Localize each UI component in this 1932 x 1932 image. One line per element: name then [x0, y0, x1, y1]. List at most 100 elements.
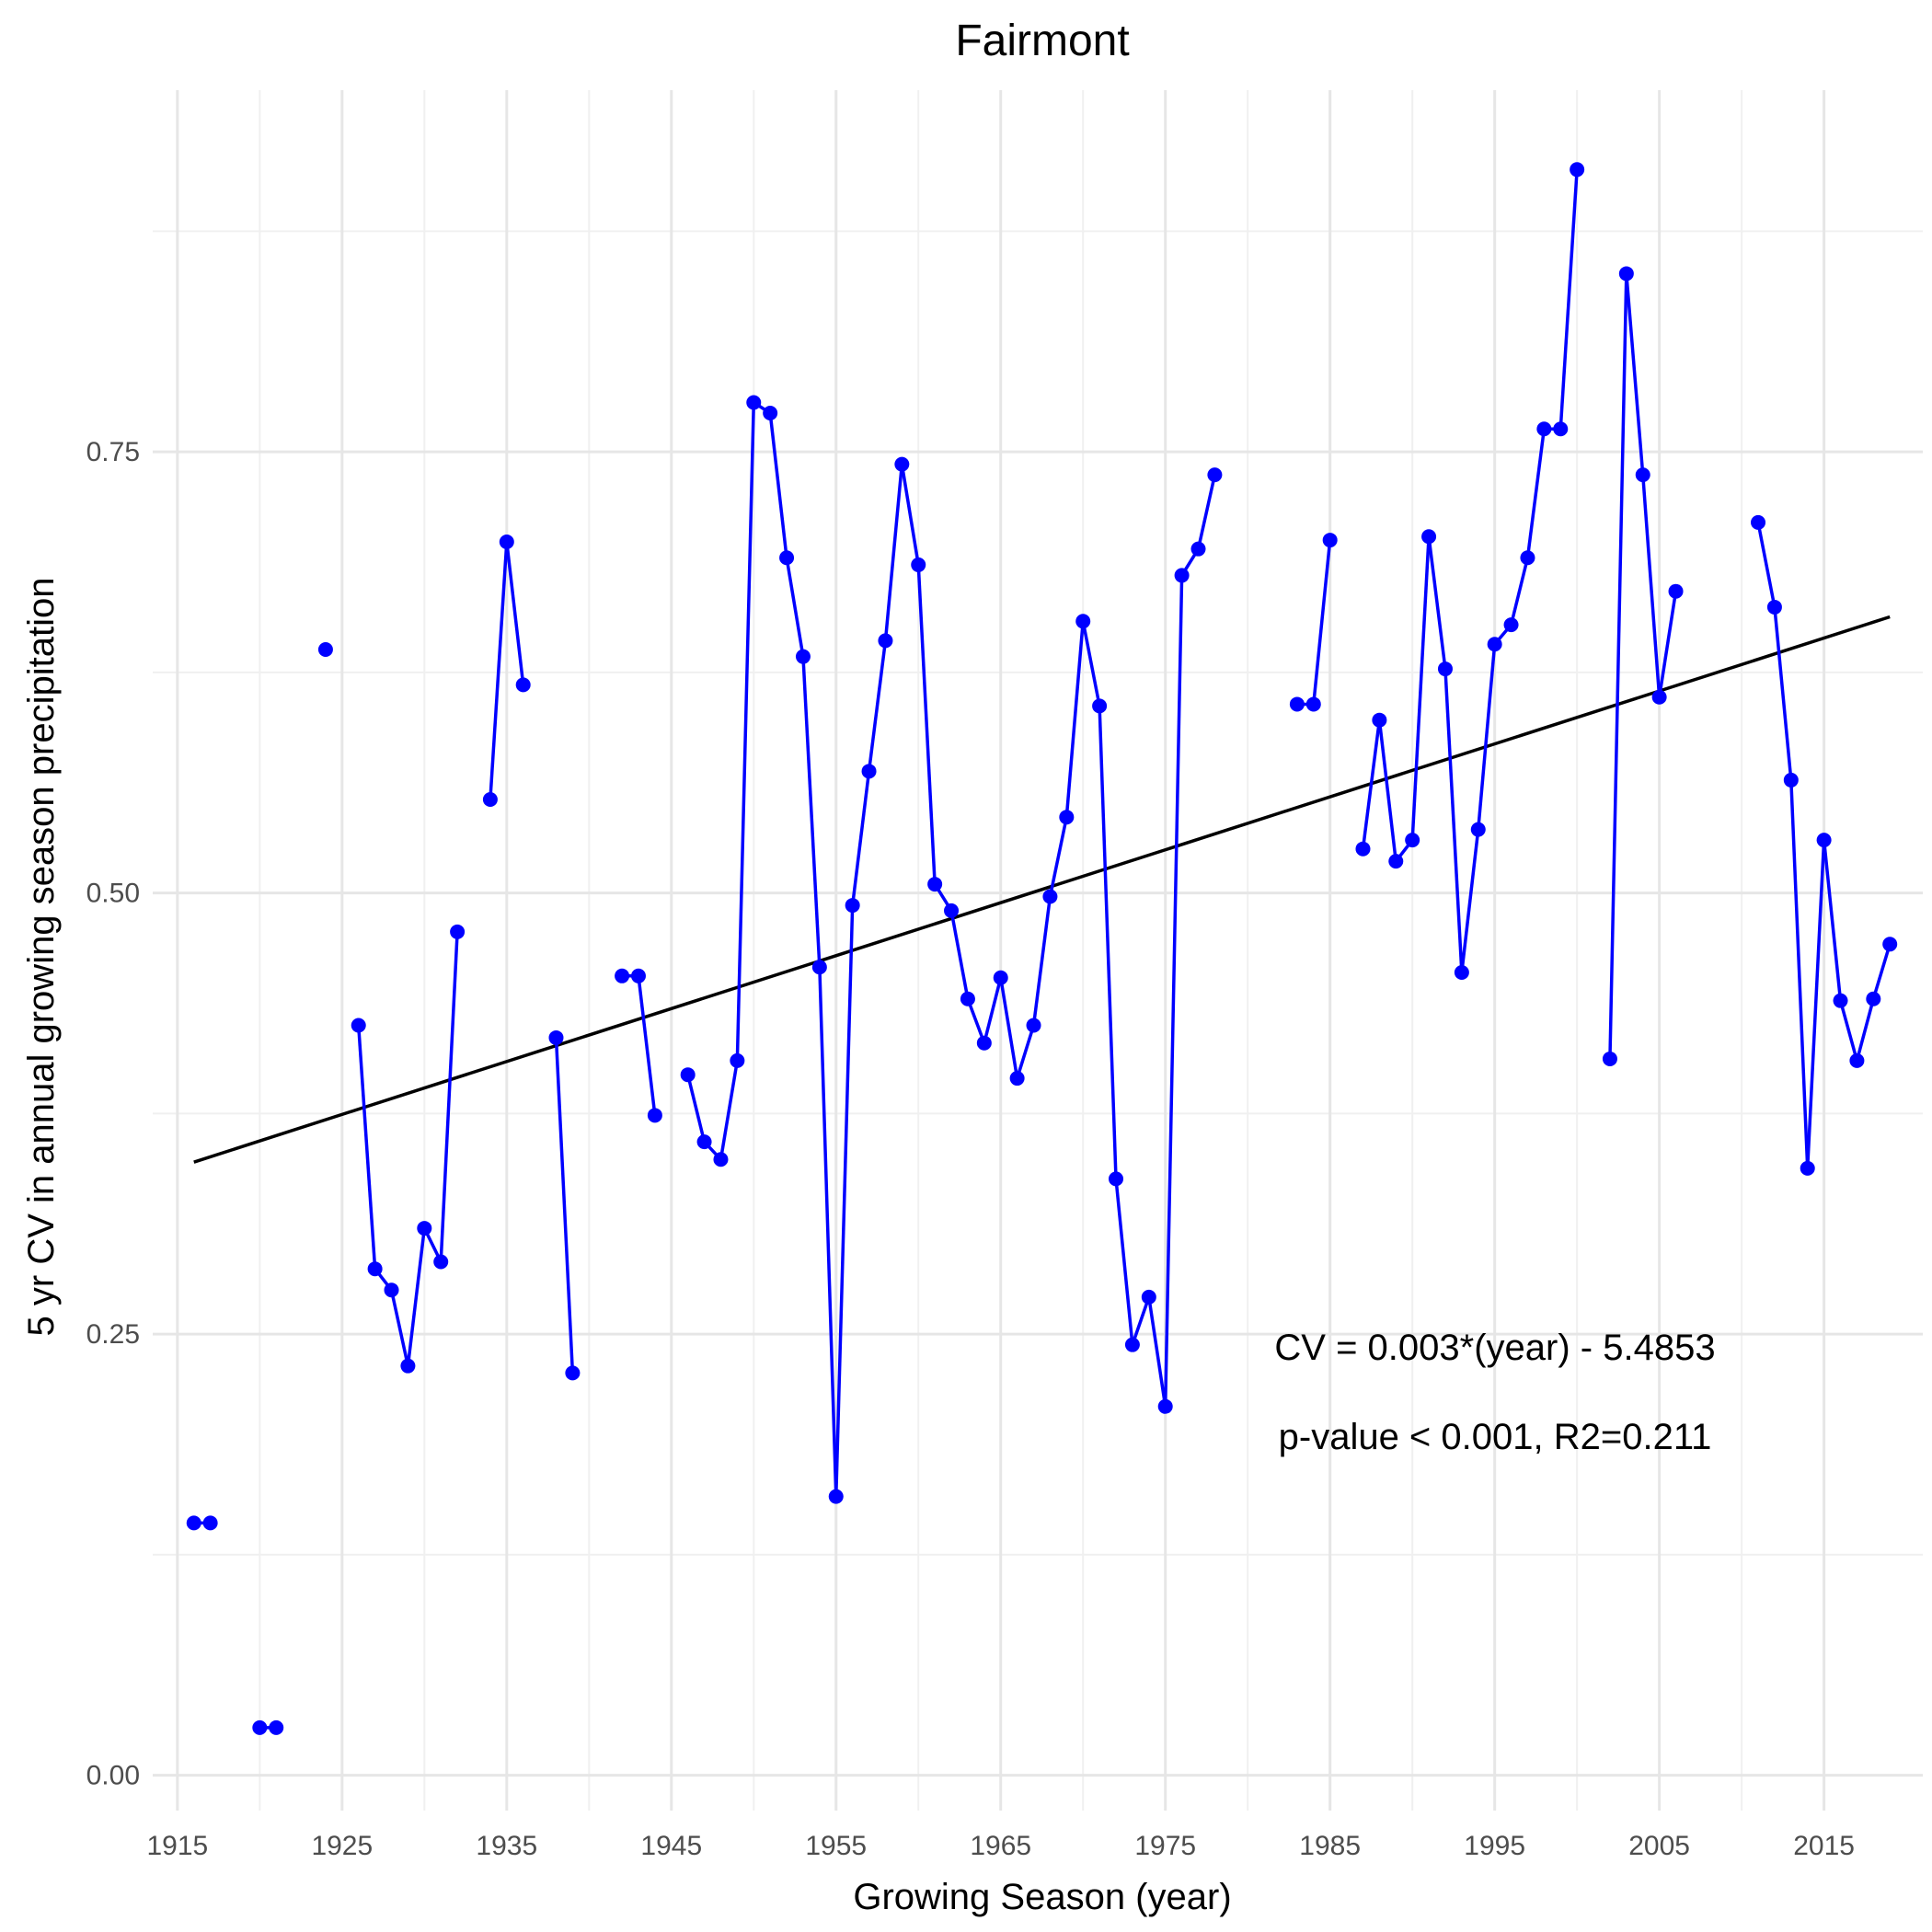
data-point — [417, 1221, 432, 1236]
series-line-segment — [983, 977, 1003, 1044]
data-point — [878, 633, 893, 649]
series-line-segment — [1147, 1296, 1167, 1408]
data-point — [499, 534, 514, 549]
data-point — [1305, 696, 1321, 712]
series-line-segment — [719, 1060, 740, 1160]
series-line-segment — [1789, 779, 1810, 1168]
series-line-segment — [1822, 839, 1843, 1001]
data-point — [828, 1489, 844, 1504]
series-line-segment — [1838, 1000, 1859, 1062]
series-line-segment — [1525, 429, 1547, 558]
data-point — [1470, 822, 1486, 837]
data-point — [1635, 467, 1650, 483]
x-tick-label: 1915 — [146, 1831, 208, 1861]
data-point — [400, 1358, 416, 1374]
data-point — [482, 792, 498, 808]
y-tick-label: 0.00 — [86, 1761, 140, 1791]
data-point — [1322, 533, 1338, 548]
series-line-segment — [1871, 943, 1892, 1000]
x-tick-label: 1995 — [1464, 1831, 1525, 1861]
data-point — [680, 1067, 696, 1083]
data-point — [1503, 617, 1519, 633]
data-point — [647, 1108, 662, 1123]
data-point — [1388, 854, 1404, 869]
grid — [153, 90, 1923, 1811]
data-point — [1207, 467, 1223, 483]
data-point — [1882, 937, 1898, 952]
series-line-segment — [916, 564, 937, 885]
data-point — [763, 405, 778, 420]
data-point — [1437, 661, 1453, 677]
series-line-segment — [1064, 621, 1085, 818]
series-line-segment — [1114, 1179, 1134, 1345]
series-line-segment — [1608, 273, 1628, 1059]
data-point — [1602, 1051, 1617, 1066]
series-line-segment — [966, 998, 986, 1044]
series-line-segment — [1460, 829, 1480, 973]
series-line-segment — [554, 1037, 575, 1374]
data-point — [960, 991, 975, 1006]
x-tick-label: 1955 — [805, 1831, 867, 1861]
x-axis-title: Growing Season (year) — [853, 1877, 1231, 1917]
data-point — [515, 677, 531, 693]
series-line-segment — [389, 1289, 410, 1367]
x-tick-label: 1935 — [476, 1831, 537, 1861]
data-point — [548, 1029, 564, 1045]
series-line-segment — [1509, 557, 1530, 626]
data-point — [911, 557, 926, 572]
series-line-segment — [1427, 536, 1447, 670]
data-point — [1141, 1289, 1156, 1305]
series-line-segment — [1773, 606, 1793, 781]
series-line-segment — [1625, 273, 1645, 476]
data-point — [186, 1515, 201, 1531]
series-line-segment — [883, 464, 904, 641]
series-line-segment — [1805, 840, 1826, 1168]
data-point — [630, 968, 646, 983]
trendline — [193, 615, 1891, 1164]
data-point — [976, 1035, 992, 1051]
data-point — [1355, 841, 1371, 857]
data-point — [1421, 529, 1437, 545]
data-point — [1042, 889, 1058, 904]
y-tick-label: 0.25 — [86, 1319, 140, 1350]
series-line-segment — [1312, 539, 1332, 705]
data-point — [894, 456, 910, 472]
y-axis-title: 5 yr CV in annual growing season precipi… — [21, 578, 62, 1337]
series-line-segment — [1015, 1024, 1036, 1079]
data-point — [384, 1282, 399, 1298]
data-point — [1816, 833, 1832, 848]
data-point — [944, 903, 960, 918]
series-line-segment — [850, 771, 871, 906]
data-point — [367, 1261, 383, 1277]
data-point — [1009, 1071, 1025, 1087]
data-point — [1026, 1018, 1041, 1033]
series-line-segment — [489, 541, 509, 800]
stats-annotation: p-value < 0.001, R2=0.211 — [1279, 1417, 1712, 1457]
y-axis-ticks: 0.00 0.25 0.50 0.75 — [86, 437, 140, 1790]
data-point — [1783, 772, 1799, 788]
data-point — [811, 960, 827, 975]
data-point — [927, 877, 943, 892]
data-point — [1766, 599, 1782, 615]
series-line-segment — [356, 1025, 377, 1270]
series-line-segment — [900, 464, 920, 566]
series-line-segment — [1855, 998, 1875, 1062]
x-tick-label: 1965 — [970, 1831, 1031, 1861]
data-point — [450, 924, 466, 939]
data-point — [1800, 1160, 1815, 1176]
data-point — [1289, 696, 1305, 712]
series-line-segment — [999, 977, 1019, 1079]
data-point — [730, 1052, 745, 1068]
data-point — [696, 1134, 712, 1150]
data-point — [565, 1365, 581, 1381]
series-line-segment — [1131, 1296, 1151, 1346]
series-line-segment — [685, 1074, 707, 1143]
data-point — [1487, 637, 1502, 652]
data-point — [351, 1018, 366, 1033]
series-line-segment — [818, 967, 838, 1497]
data-point — [1454, 964, 1469, 980]
series-line-segment — [949, 910, 970, 1000]
data-point — [1520, 550, 1535, 566]
chart-title: Fairmont — [955, 17, 1129, 65]
